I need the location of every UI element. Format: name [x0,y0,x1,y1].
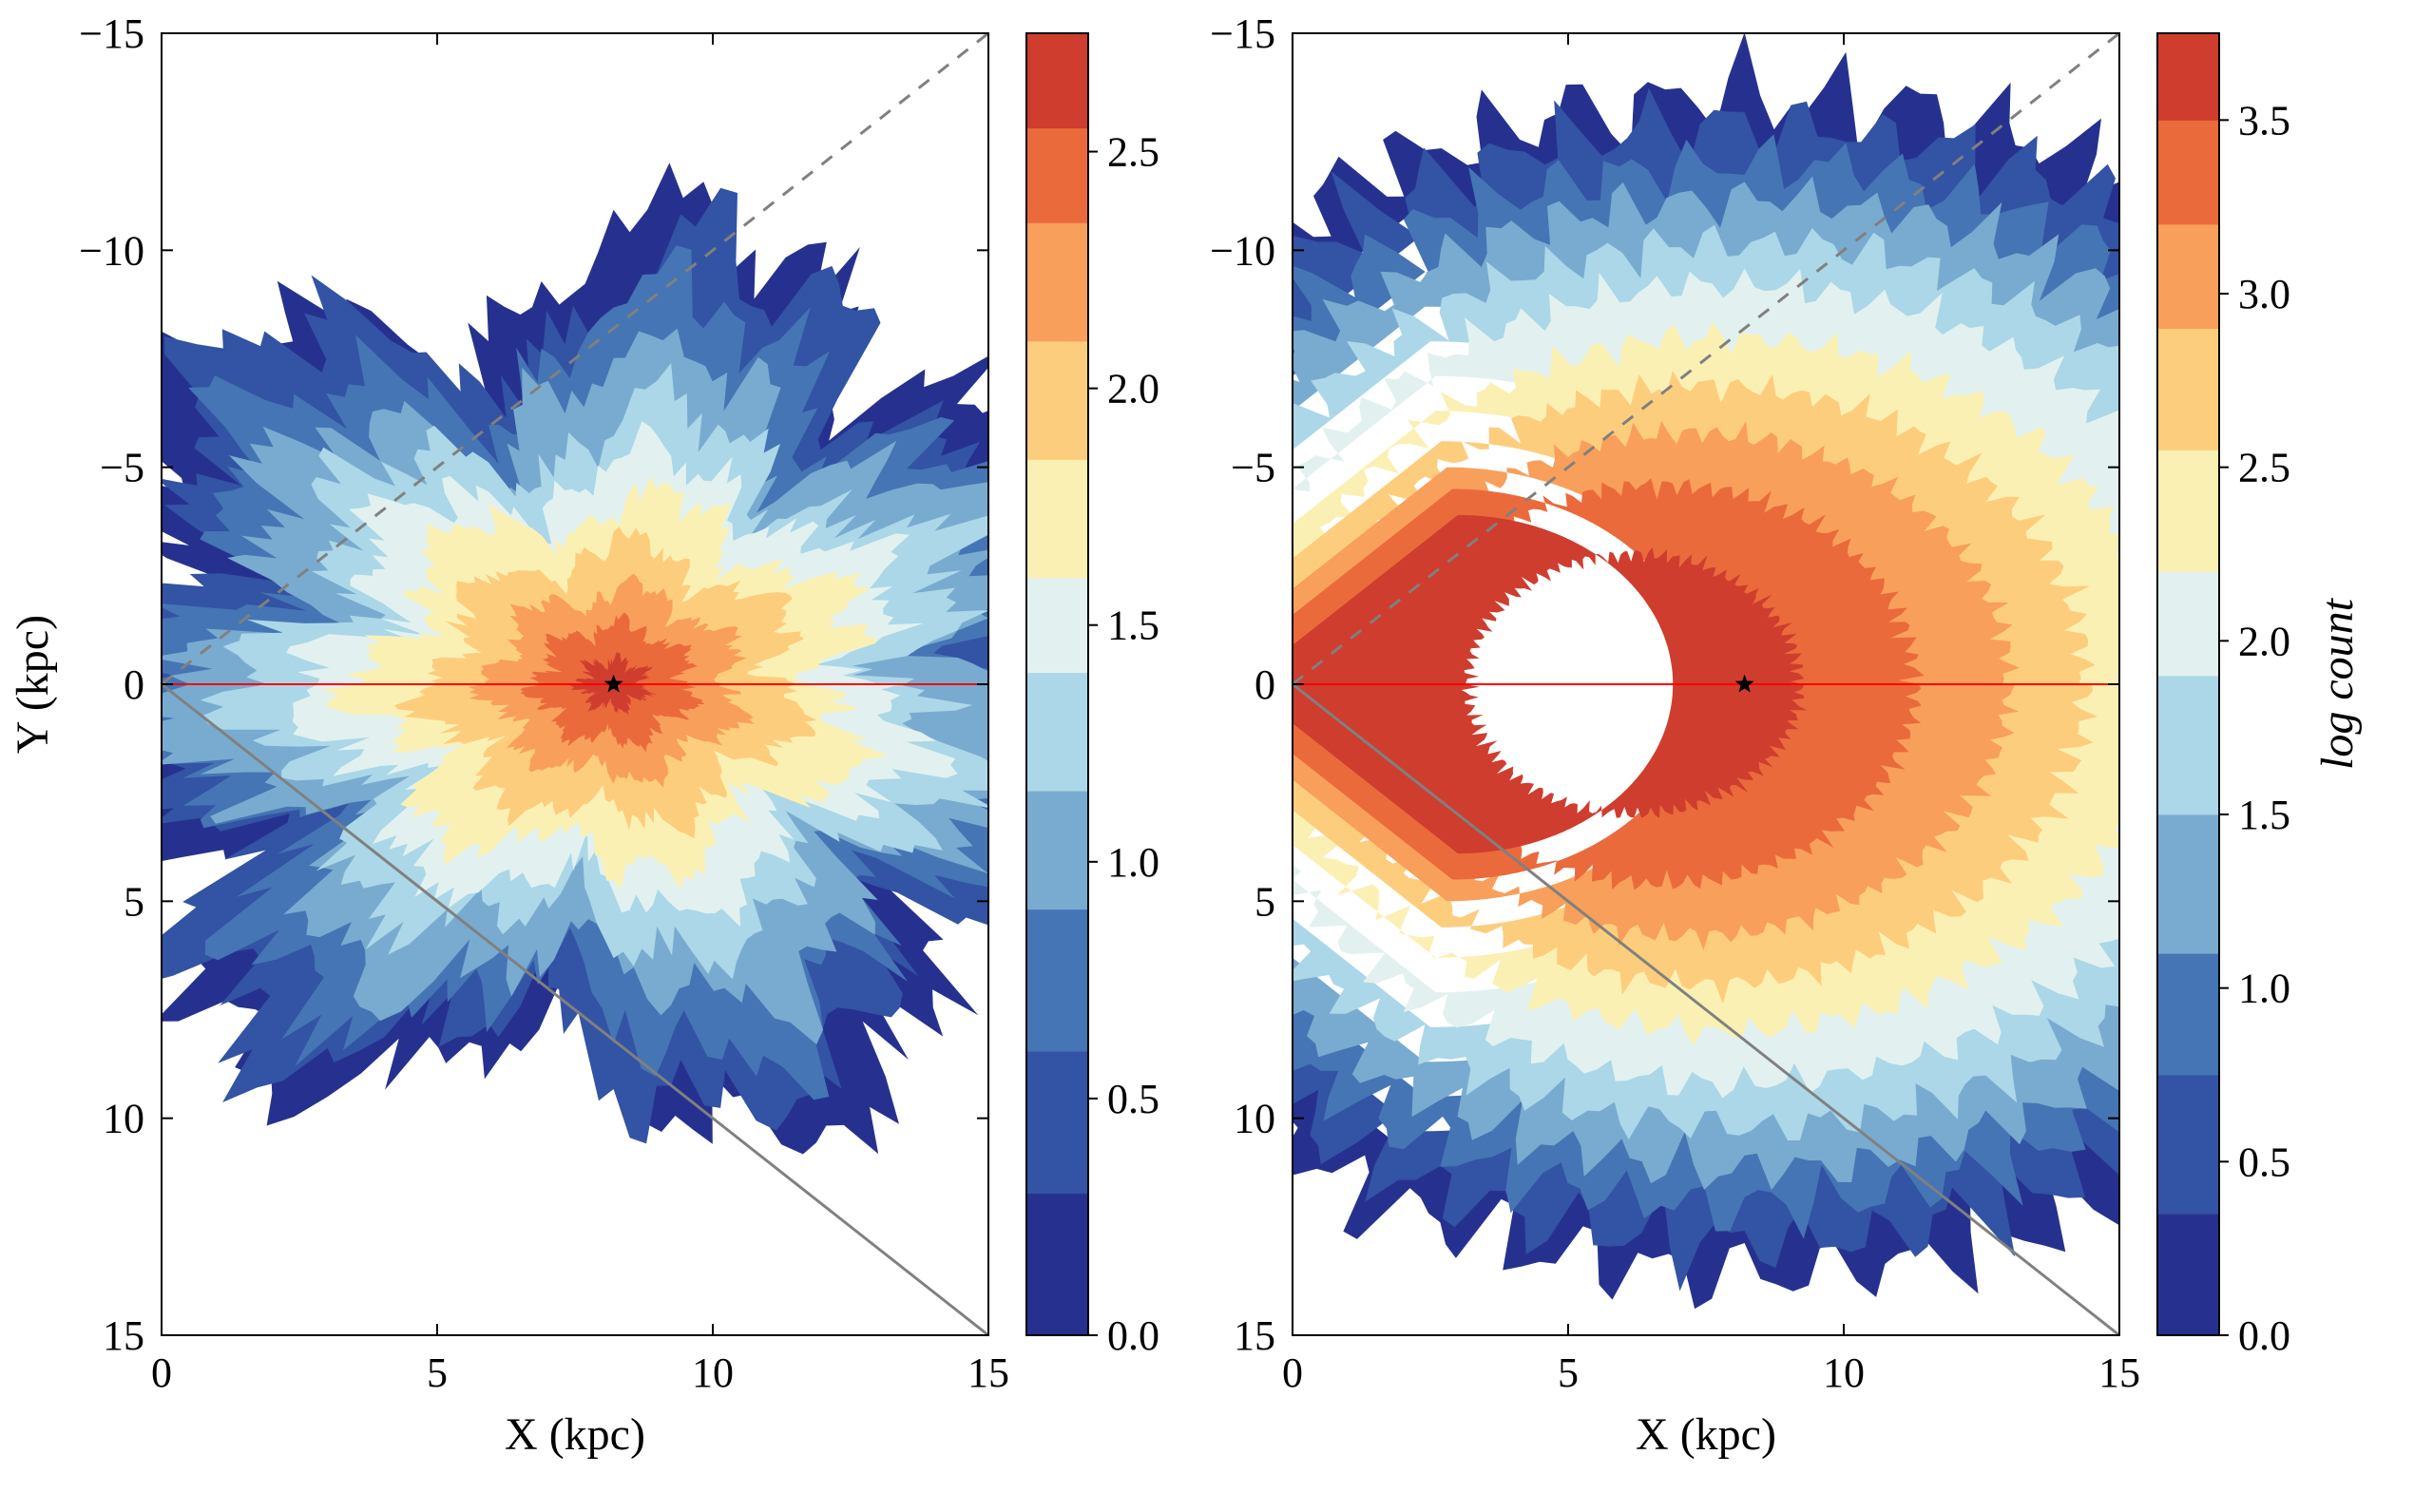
colorbar-tick-label: 3.5 [2238,97,2290,144]
colorbar-tick-label: 1.0 [1107,839,1159,886]
svg-text:10: 10 [1234,1096,1275,1142]
svg-text:15: 15 [1234,1312,1275,1359]
svg-text:15: 15 [103,1312,144,1359]
svg-text:5: 5 [1255,878,1275,925]
colorbar-tick-label: 1.0 [2238,966,2290,1012]
y-axis-label: Y (kpc) [8,615,58,754]
colorbar-segment [2157,329,2219,450]
colorbar-segment [2157,571,2219,676]
colorbar-tick-label: 2.0 [2238,618,2290,664]
figure-svg: 0 5 10 15 −15 −10 −5 0 5 10 15 X (kpc) Y (kpc) 0 5 10 15… [0,0,2433,1512]
colorbar-tick-label: 0.5 [1107,1076,1159,1122]
svg-text:5: 5 [427,1349,448,1396]
colorbar-segment [2157,1214,2219,1335]
colorbar-segment [1026,128,1088,223]
colorbar-tick-label: 3.0 [2238,271,2290,317]
svg-text:−10: −10 [1210,227,1275,274]
colorbar-label: log count [2312,597,2363,770]
svg-text:−5: −5 [100,445,144,491]
colorbar-segment [1026,909,1088,1052]
density-left [0,163,1298,1154]
colorbar-segment [1026,459,1088,578]
colorbar-segment [1026,578,1088,673]
svg-text:0: 0 [1282,1349,1303,1396]
colorbar-segment [1026,33,1088,128]
colorbar-tick-label: 1.5 [2238,792,2290,838]
svg-text:10: 10 [103,1096,144,1142]
colorbar-tick-label: 0.0 [2238,1312,2290,1359]
colorbar-segment [1026,1194,1088,1336]
colorbar-tick-label: 2.5 [1107,129,1159,176]
x-axis-label: X (kpc) [505,1409,645,1460]
svg-text:10: 10 [1823,1349,1865,1396]
x-axis-label: X (kpc) [1636,1409,1776,1460]
colorbar-segment [2157,33,2219,121]
colorbar-tick-label: 0.0 [1107,1312,1159,1359]
colorbar-tick-label: 0.5 [2238,1139,2290,1185]
svg-text:0: 0 [1255,661,1275,708]
svg-text:15: 15 [2098,1349,2140,1396]
colorbar-segment [1026,1051,1088,1194]
svg-text:−5: −5 [1231,445,1275,491]
colorbar-segment [2157,120,2219,224]
colorbar-tick-label: 2.0 [1107,366,1159,412]
colorbar-segment [2157,224,2219,329]
colorbar-segment [1026,673,1088,792]
figure-container: { "figure": { "width": 2560, "height": 1… [0,0,2433,1512]
colorbar-segment [2157,450,2219,571]
svg-text:−15: −15 [79,10,144,57]
colorbar-segment [2157,1075,2219,1215]
svg-text:−10: −10 [79,227,144,274]
colorbar-segment [1026,222,1088,341]
svg-text:15: 15 [967,1349,1009,1396]
svg-text:10: 10 [692,1349,734,1396]
colorbar-segment [2157,676,2219,815]
colorbar-segment [2157,953,2219,1075]
svg-text:0: 0 [151,1349,172,1396]
colorbar-segment [2157,814,2219,954]
svg-text:5: 5 [124,878,144,925]
colorbar-tick-label: 2.5 [2238,445,2290,491]
colorbar-tick-label: 1.5 [1107,603,1159,649]
colorbar-segment [1026,791,1088,909]
colorbar-segment [1026,341,1088,460]
svg-text:0: 0 [124,661,144,708]
svg-text:−15: −15 [1210,10,1275,57]
svg-text:5: 5 [1558,1349,1579,1396]
